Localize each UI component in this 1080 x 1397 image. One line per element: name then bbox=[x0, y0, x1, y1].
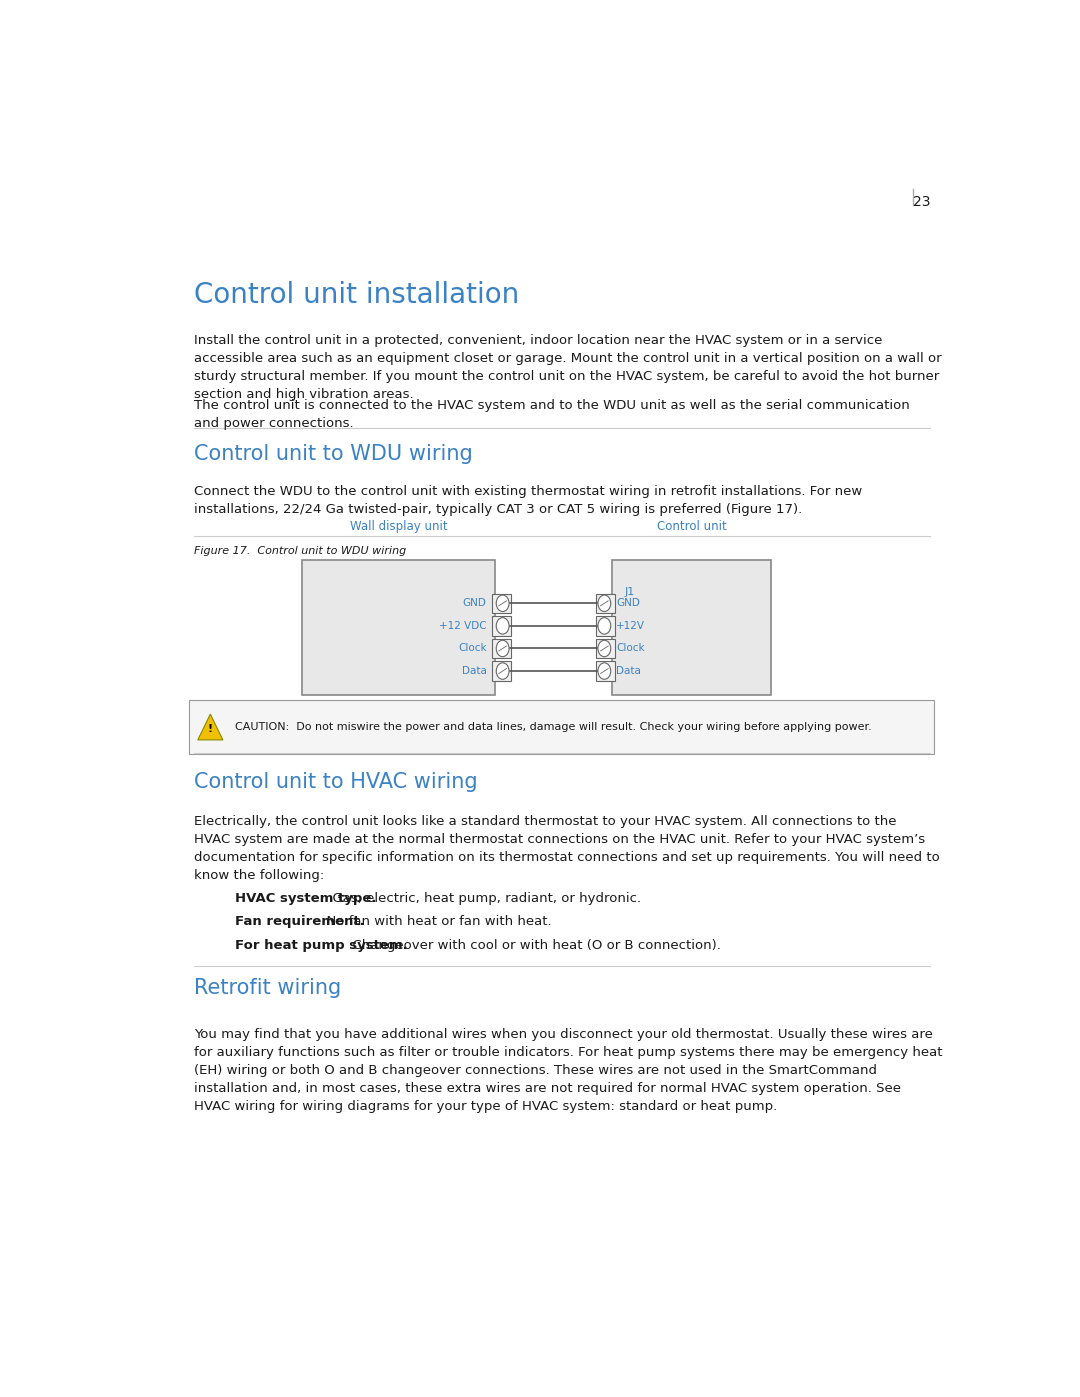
Text: Connect the WDU to the control unit with existing thermostat wiring in retrofit : Connect the WDU to the control unit with… bbox=[193, 485, 862, 515]
Text: Electrically, the control unit looks like a standard thermostat to your HVAC sys: Electrically, the control unit looks lik… bbox=[193, 816, 940, 882]
FancyBboxPatch shape bbox=[302, 560, 495, 694]
Circle shape bbox=[598, 617, 611, 634]
Text: Figure 17.  Control unit to WDU wiring: Figure 17. Control unit to WDU wiring bbox=[193, 546, 406, 556]
Text: GND: GND bbox=[617, 598, 640, 608]
Text: Control unit to HVAC wiring: Control unit to HVAC wiring bbox=[193, 773, 477, 792]
Circle shape bbox=[496, 640, 509, 657]
Text: Fan requirement.: Fan requirement. bbox=[235, 915, 365, 928]
Text: The control unit is connected to the HVAC system and to the WDU unit as well as : The control unit is connected to the HVA… bbox=[193, 400, 909, 430]
Text: Retrofit wiring: Retrofit wiring bbox=[193, 978, 341, 997]
Text: +12V: +12V bbox=[617, 620, 645, 631]
FancyBboxPatch shape bbox=[596, 594, 615, 613]
FancyBboxPatch shape bbox=[492, 616, 511, 636]
Text: You may find that you have additional wires when you disconnect your old thermos: You may find that you have additional wi… bbox=[193, 1028, 942, 1113]
Text: +12 VDC: +12 VDC bbox=[438, 620, 486, 631]
Text: J1: J1 bbox=[624, 587, 635, 597]
Text: 23: 23 bbox=[913, 194, 930, 208]
Text: Gas, electric, heat pump, radiant, or hydronic.: Gas, electric, heat pump, radiant, or hy… bbox=[324, 891, 640, 905]
Text: Wall display unit: Wall display unit bbox=[350, 520, 447, 534]
Text: CAUTION:  Do not miswire the power and data lines, damage will result. Check you: CAUTION: Do not miswire the power and da… bbox=[235, 722, 873, 732]
FancyBboxPatch shape bbox=[492, 638, 511, 658]
Text: Data: Data bbox=[617, 666, 642, 676]
Text: !: ! bbox=[207, 724, 213, 735]
Text: Clock: Clock bbox=[458, 644, 486, 654]
FancyBboxPatch shape bbox=[596, 616, 615, 636]
Text: Control unit installation: Control unit installation bbox=[193, 281, 518, 309]
FancyBboxPatch shape bbox=[596, 661, 615, 680]
Text: Changeover with cool or with heat (O or B connection).: Changeover with cool or with heat (O or … bbox=[345, 939, 721, 951]
FancyBboxPatch shape bbox=[492, 594, 511, 613]
FancyBboxPatch shape bbox=[492, 661, 511, 680]
Circle shape bbox=[496, 662, 509, 679]
Text: Clock: Clock bbox=[617, 644, 645, 654]
Text: Data: Data bbox=[461, 666, 486, 676]
Circle shape bbox=[598, 595, 611, 612]
Text: For heat pump system.: For heat pump system. bbox=[235, 939, 408, 951]
Text: HVAC system type.: HVAC system type. bbox=[235, 891, 377, 905]
Text: GND: GND bbox=[462, 598, 486, 608]
FancyBboxPatch shape bbox=[596, 638, 615, 658]
FancyBboxPatch shape bbox=[612, 560, 771, 694]
Text: Control unit: Control unit bbox=[657, 520, 727, 534]
Polygon shape bbox=[198, 714, 222, 740]
Circle shape bbox=[496, 617, 509, 634]
Text: No fan with heat or fan with heat.: No fan with heat or fan with heat. bbox=[319, 915, 552, 928]
Circle shape bbox=[598, 662, 611, 679]
Circle shape bbox=[598, 640, 611, 657]
Text: Control unit to WDU wiring: Control unit to WDU wiring bbox=[193, 444, 472, 464]
Text: Install the control unit in a protected, convenient, indoor location near the HV: Install the control unit in a protected,… bbox=[193, 334, 941, 401]
FancyBboxPatch shape bbox=[189, 700, 934, 754]
Circle shape bbox=[496, 595, 509, 612]
